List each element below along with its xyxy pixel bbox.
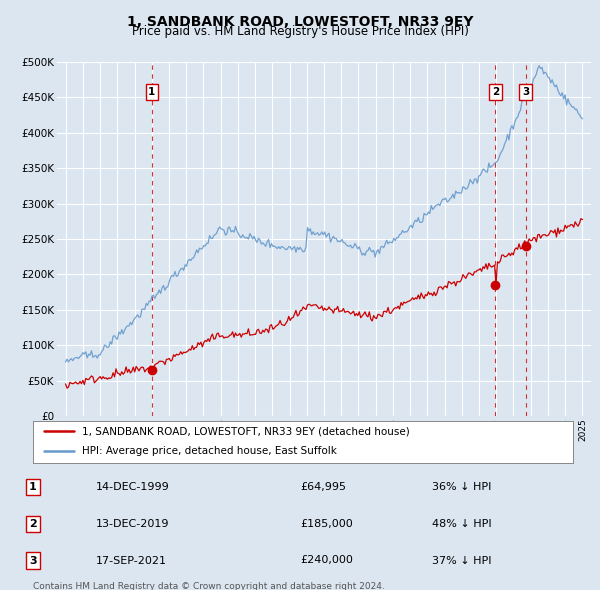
Text: 3: 3 <box>29 556 37 565</box>
Text: 36% ↓ HPI: 36% ↓ HPI <box>432 483 491 492</box>
Text: Contains HM Land Registry data © Crown copyright and database right 2024.
This d: Contains HM Land Registry data © Crown c… <box>33 582 385 590</box>
Text: HPI: Average price, detached house, East Suffolk: HPI: Average price, detached house, East… <box>82 446 337 456</box>
Text: 1, SANDBANK ROAD, LOWESTOFT, NR33 9EY (detached house): 1, SANDBANK ROAD, LOWESTOFT, NR33 9EY (d… <box>82 427 409 436</box>
Text: Price paid vs. HM Land Registry's House Price Index (HPI): Price paid vs. HM Land Registry's House … <box>131 25 469 38</box>
Text: 13-DEC-2019: 13-DEC-2019 <box>96 519 170 529</box>
Text: £185,000: £185,000 <box>300 519 353 529</box>
Text: 3: 3 <box>522 87 529 97</box>
Text: 14-DEC-1999: 14-DEC-1999 <box>96 483 170 492</box>
Text: 48% ↓ HPI: 48% ↓ HPI <box>432 519 491 529</box>
Text: 2: 2 <box>29 519 37 529</box>
Text: 1, SANDBANK ROAD, LOWESTOFT, NR33 9EY: 1, SANDBANK ROAD, LOWESTOFT, NR33 9EY <box>127 15 473 29</box>
Text: 2: 2 <box>492 87 499 97</box>
Text: 37% ↓ HPI: 37% ↓ HPI <box>432 556 491 565</box>
Text: £240,000: £240,000 <box>300 556 353 565</box>
Text: 1: 1 <box>148 87 155 97</box>
Text: 17-SEP-2021: 17-SEP-2021 <box>96 556 167 565</box>
Text: 1: 1 <box>29 483 37 492</box>
Text: £64,995: £64,995 <box>300 483 346 492</box>
